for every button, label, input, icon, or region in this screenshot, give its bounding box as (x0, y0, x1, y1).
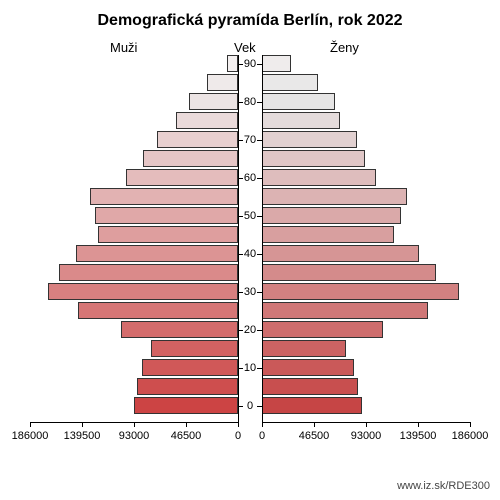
y-axis-line (262, 55, 263, 422)
y-tick-label: 10 (242, 362, 258, 374)
x-tick (470, 422, 471, 427)
bar-male (137, 378, 238, 395)
y-tick-label: 90 (242, 58, 258, 70)
bar-female (262, 150, 365, 167)
x-tick-label: 93000 (119, 430, 150, 442)
source-text: www.iz.sk/RDE300 (397, 480, 490, 492)
bar-female (262, 302, 428, 319)
bar-female (262, 226, 394, 243)
x-tick-label: 186000 (452, 430, 489, 442)
x-tick (134, 422, 135, 427)
x-tick-label: 186000 (12, 430, 49, 442)
x-tick-label: 46500 (171, 430, 202, 442)
bar-male (157, 131, 238, 148)
bar-male (189, 93, 238, 110)
bar-female (262, 340, 346, 357)
y-axis-line (238, 55, 239, 422)
bar-male (95, 207, 238, 224)
x-tick-label: 46500 (299, 430, 330, 442)
bar-male (142, 359, 238, 376)
chart-container: Demografická pyramída Berlín, rok 2022 M… (0, 0, 500, 500)
label-male: Muži (110, 40, 137, 55)
bar-male (90, 188, 238, 205)
x-tick (186, 422, 187, 427)
y-tick-label: 70 (242, 134, 258, 146)
y-tick-label: 60 (242, 172, 258, 184)
bar-male (227, 55, 238, 72)
bar-female (262, 93, 335, 110)
bar-male (98, 226, 238, 243)
bar-female (262, 169, 376, 186)
y-tick-label: 50 (242, 210, 258, 222)
bar-female (262, 283, 459, 300)
y-tick-label: 80 (242, 96, 258, 108)
x-tick-label: 139500 (64, 430, 101, 442)
x-tick (30, 422, 31, 427)
bar-female (262, 321, 383, 338)
x-tick (82, 422, 83, 427)
bar-female (262, 207, 401, 224)
bar-female (262, 378, 358, 395)
bar-female (262, 245, 419, 262)
y-tick-label: 0 (242, 400, 258, 412)
bar-female (262, 188, 407, 205)
x-tick (314, 422, 315, 427)
label-age: Vek (234, 40, 256, 55)
y-tick-label: 40 (242, 248, 258, 260)
bar-female (262, 264, 436, 281)
bar-female (262, 359, 354, 376)
bar-female (262, 397, 362, 414)
x-tick-label: 0 (259, 430, 265, 442)
bar-male (48, 283, 238, 300)
x-tick (418, 422, 419, 427)
bar-male (151, 340, 238, 357)
plot-area: 0102030405060708090046500930001395001860… (30, 55, 470, 450)
y-tick-label: 20 (242, 324, 258, 336)
x-tick (238, 422, 239, 427)
x-tick-label: 0 (235, 430, 241, 442)
bar-female (262, 55, 291, 72)
label-female: Ženy (330, 40, 359, 55)
bar-female (262, 74, 318, 91)
bar-male (59, 264, 238, 281)
bar-male (143, 150, 238, 167)
bar-female (262, 112, 340, 129)
bar-male (126, 169, 238, 186)
x-tick-label: 139500 (400, 430, 437, 442)
bar-female (262, 131, 357, 148)
bar-male (207, 74, 238, 91)
chart-title: Demografická pyramída Berlín, rok 2022 (0, 12, 500, 30)
x-tick (366, 422, 367, 427)
bar-male (76, 245, 238, 262)
bar-male (176, 112, 238, 129)
bar-male (121, 321, 238, 338)
x-tick (262, 422, 263, 427)
y-tick-label: 30 (242, 286, 258, 298)
x-tick-label: 93000 (351, 430, 382, 442)
bar-male (78, 302, 238, 319)
bar-male (134, 397, 238, 414)
